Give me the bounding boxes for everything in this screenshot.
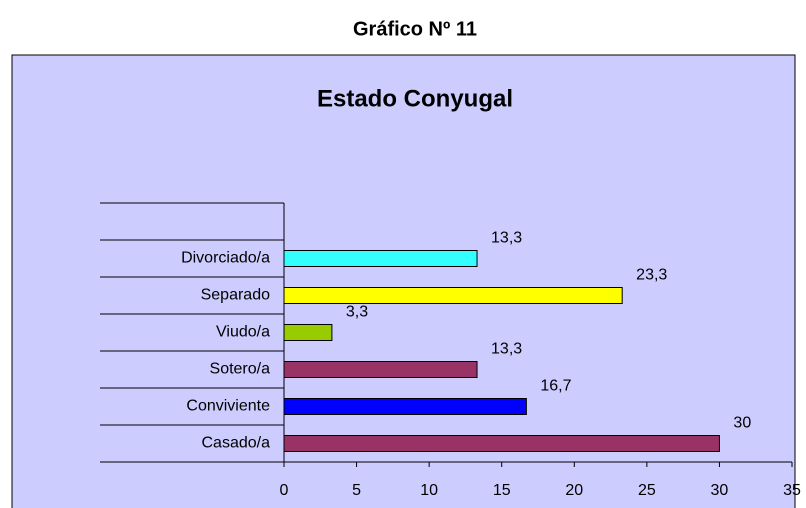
bar <box>283 250 478 267</box>
value-label: 13,3 <box>491 230 522 247</box>
bar <box>283 435 720 452</box>
y-tick-label: Separado <box>201 287 270 304</box>
y-tick-label: Casado/a <box>202 435 271 452</box>
y-tick-label: Divorciado/a <box>181 250 270 267</box>
page-title: Gráfico Nº 11 <box>353 18 477 40</box>
bar <box>283 398 527 415</box>
x-tick-label: 15 <box>493 482 511 499</box>
x-tick-label: 20 <box>565 482 583 499</box>
y-tick-label: Sotero/a <box>210 361 271 378</box>
chart-title: Estado Conyugal <box>317 85 513 112</box>
value-label: 13,3 <box>491 341 522 358</box>
bar <box>283 324 333 341</box>
x-tick-label: 35 <box>783 482 801 499</box>
x-tick-label: 10 <box>420 482 438 499</box>
x-tick-label: 0 <box>280 482 289 499</box>
bar <box>283 361 478 378</box>
x-tick-label: 5 <box>352 482 361 499</box>
value-label: 16,7 <box>540 378 571 395</box>
chart-area <box>11 54 796 508</box>
x-tick-label: 30 <box>711 482 729 499</box>
y-tick-label: Viudo/a <box>216 324 270 341</box>
value-label: 30 <box>733 415 751 432</box>
x-tick-label: 25 <box>638 482 656 499</box>
value-label: 23,3 <box>636 267 667 284</box>
value-label: 3,3 <box>346 304 368 321</box>
bar <box>283 287 623 304</box>
y-tick-label: Conviviente <box>186 398 270 415</box>
